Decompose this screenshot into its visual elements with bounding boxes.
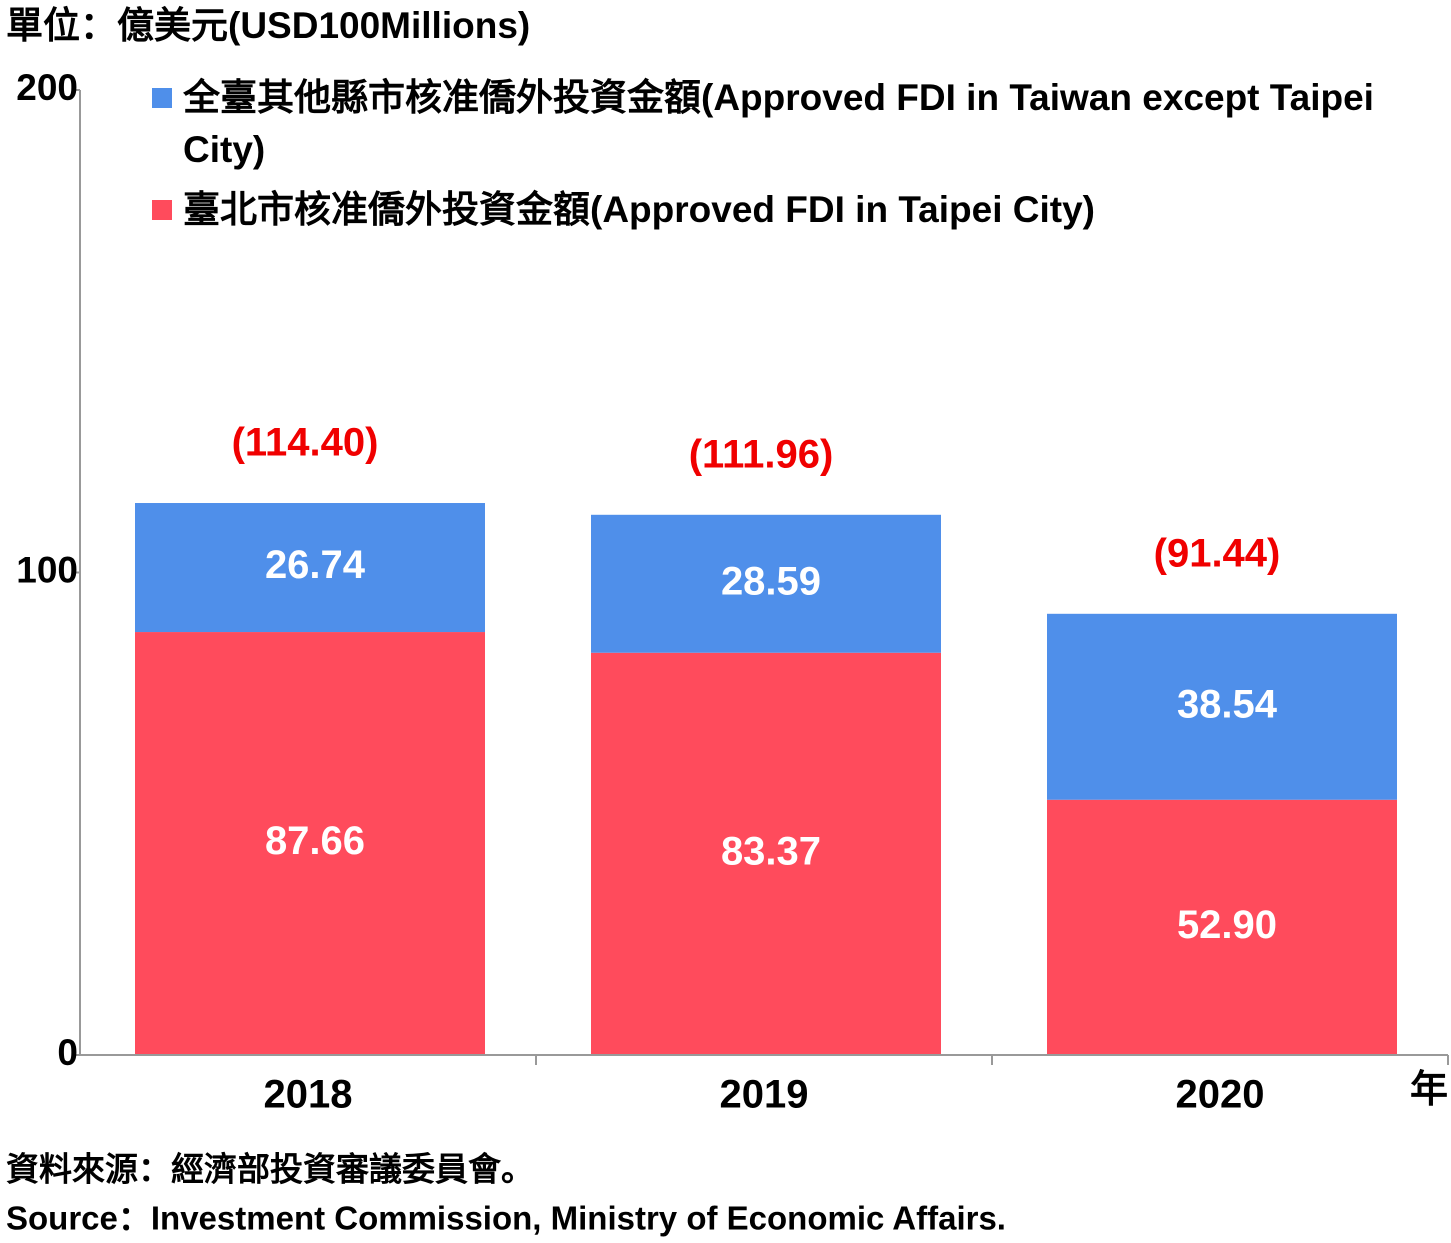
value-label: 52.90 [1177, 903, 1277, 947]
legend-label: 全臺其他縣市核准僑外投資金額(Approved FDI in Taiwan ex… [183, 77, 1374, 170]
x-tick-label: 2018 [264, 1073, 353, 1117]
x-tick-label: 2020 [1176, 1073, 1265, 1117]
y-tick-label: 200 [16, 67, 78, 108]
bar-segment [1047, 799, 1397, 1055]
total-label: (91.44) [1154, 531, 1281, 575]
legend-swatch [152, 88, 172, 108]
value-label: 83.37 [721, 829, 821, 873]
legend-label: 臺北市核准僑外投資金額(Approved FDI in Taipei City) [183, 189, 1095, 230]
total-label: (111.96) [689, 432, 834, 476]
y-tick-label: 100 [16, 549, 78, 590]
value-label: 28.59 [721, 559, 821, 603]
bar-segment [591, 652, 941, 1055]
source-zh: 資料來源：經濟部投資審議委員會。 [6, 1151, 534, 1188]
bar-segment [135, 632, 485, 1055]
y-tick-label: 0 [57, 1032, 78, 1073]
x-axis-label: 年 [1410, 1069, 1448, 1111]
value-label: 87.66 [265, 819, 365, 863]
total-label: (114.40) [232, 421, 379, 465]
source-en: Source：Investment Commission, Ministry o… [6, 1200, 1006, 1237]
value-label: 38.54 [1177, 682, 1278, 726]
bar-segment [591, 514, 941, 653]
value-label: 26.74 [265, 543, 366, 587]
bar-segment [1047, 613, 1397, 800]
legend-swatch [152, 200, 172, 220]
y-axis-label: 單位：億美元(USD100Millions) [6, 5, 530, 46]
x-tick-label: 2019 [720, 1073, 809, 1117]
bar-segment [135, 503, 485, 633]
